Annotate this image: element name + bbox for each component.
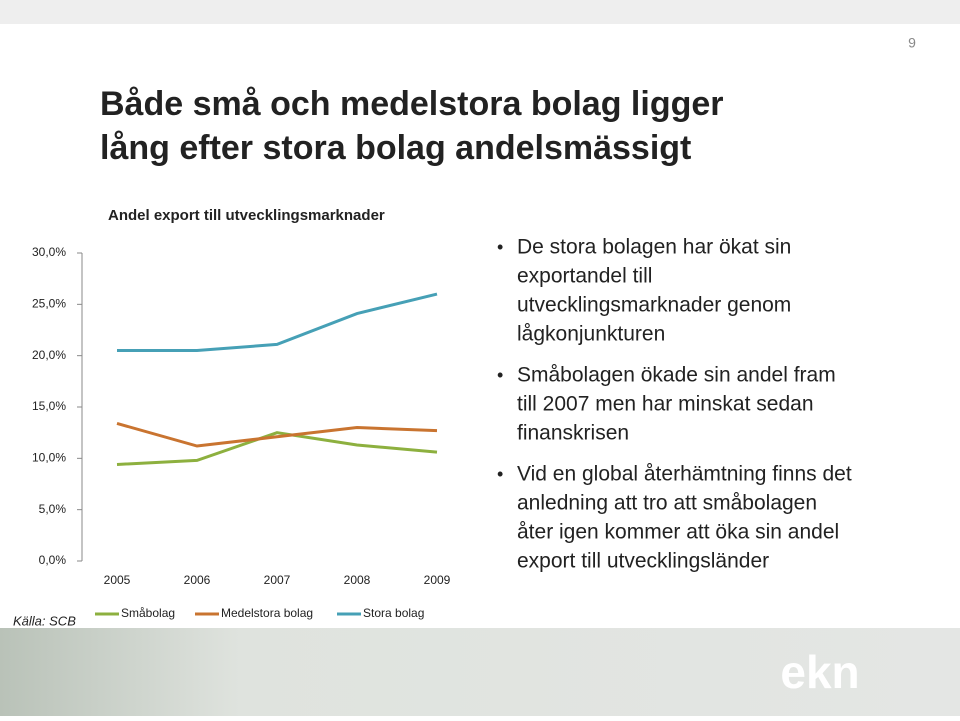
y-tick-label: 0,0% [39, 553, 67, 567]
slide-title: lång efter stora bolag andelsmässigt [100, 129, 691, 167]
y-tick-label: 25,0% [32, 297, 66, 311]
top-band [0, 0, 960, 24]
legend-label: Stora bolag [363, 606, 424, 620]
bullet-text: åter igen kommer att öka sin andel [517, 521, 839, 544]
chart-title: Andel export till utvecklingsmarknader [108, 207, 385, 224]
bullet-text: utvecklingsmarknader genom [517, 294, 791, 317]
bullet-text: Vid en global återhämtning finns det [517, 463, 852, 486]
x-tick-label: 2006 [184, 573, 211, 587]
y-tick-label: 20,0% [32, 348, 66, 362]
x-tick-label: 2009 [424, 573, 451, 587]
page-number: 9 [908, 35, 916, 51]
bullet-dot: • [497, 365, 503, 385]
series-line [117, 292, 438, 353]
y-tick-label: 5,0% [39, 502, 67, 516]
source: Källa: SCB [13, 613, 76, 628]
bullet-text: lågkonjunkturen [517, 323, 665, 346]
bullet-text: finanskrisen [517, 422, 629, 445]
bullet-text: anledning att tro att småbolagen [517, 492, 817, 515]
footer-band [0, 628, 960, 716]
slide-title: Både små och medelstora bolag ligger [100, 85, 724, 123]
y-tick-label: 10,0% [32, 451, 66, 465]
bullet-text: till 2007 men har minskat sedan [517, 393, 814, 416]
logo: ekn [780, 646, 859, 698]
legend-label: Medelstora bolag [221, 606, 313, 620]
legend-label: Småbolag [121, 606, 175, 620]
bullet-text: export till utvecklingsländer [517, 550, 769, 573]
series-line [116, 421, 438, 448]
bullet-dot: • [497, 464, 503, 484]
y-tick-label: 15,0% [32, 399, 66, 413]
bullet-text: exportandel till [517, 265, 652, 288]
x-tick-label: 2005 [104, 573, 131, 587]
bullet-dot: • [497, 237, 503, 257]
series-line [116, 431, 438, 466]
bullet-text: Småbolagen ökade sin andel fram [517, 364, 836, 387]
x-tick-label: 2008 [344, 573, 371, 587]
x-tick-label: 2007 [264, 573, 291, 587]
bullet-text: De stora bolagen har ökat sin [517, 236, 791, 259]
y-tick-label: 30,0% [32, 245, 66, 259]
